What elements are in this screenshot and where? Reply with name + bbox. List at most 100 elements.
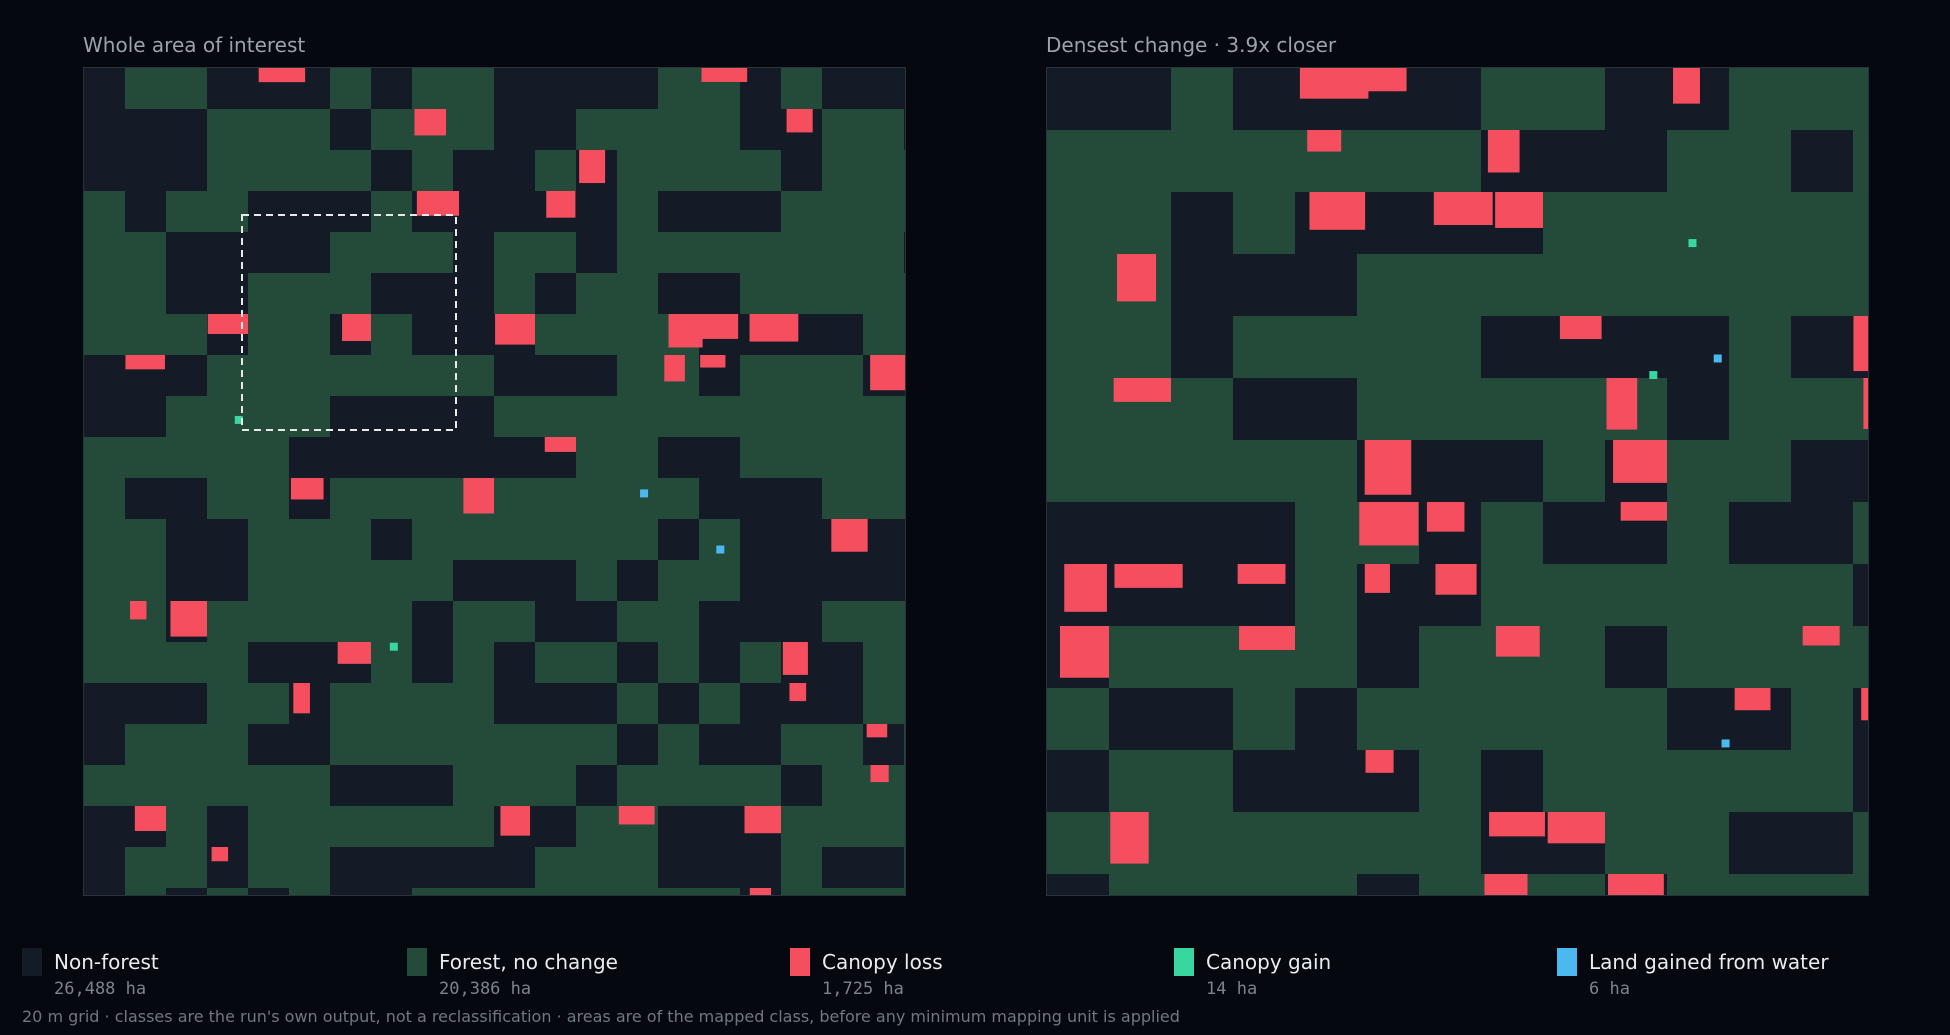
forest-patch bbox=[1419, 812, 1481, 874]
forest-patch bbox=[658, 396, 699, 437]
forest-patch bbox=[699, 683, 740, 724]
forest-patch bbox=[1853, 812, 1868, 874]
forest-patch bbox=[1543, 378, 1667, 440]
forest-patch bbox=[494, 273, 535, 314]
gain-patch bbox=[1688, 239, 1697, 248]
forest-patch bbox=[412, 888, 453, 895]
loss-patch bbox=[1309, 192, 1366, 230]
loss-patch bbox=[1606, 378, 1638, 430]
forest-patch bbox=[330, 683, 371, 724]
forest-patch bbox=[781, 806, 863, 847]
forest-patch bbox=[330, 150, 371, 191]
forest-patch bbox=[535, 314, 576, 355]
forest-patch bbox=[1729, 316, 1791, 378]
loss-patch bbox=[211, 847, 229, 862]
forest-patch bbox=[289, 560, 371, 601]
forest-patch bbox=[494, 765, 576, 806]
forest-patch bbox=[1853, 68, 1868, 130]
loss-patch bbox=[579, 150, 606, 184]
forest-patch bbox=[412, 355, 453, 396]
forest-patch bbox=[863, 314, 905, 355]
forest-patch bbox=[822, 888, 904, 895]
forest-patch bbox=[207, 437, 289, 478]
forest-patch bbox=[1109, 750, 1171, 812]
loss-patch bbox=[1863, 378, 1868, 429]
forest-patch bbox=[330, 519, 371, 560]
loss-patch bbox=[618, 806, 655, 825]
gain-patch bbox=[234, 415, 243, 424]
forest-patch bbox=[166, 314, 207, 355]
loss-patch bbox=[1362, 68, 1407, 92]
forest-patch bbox=[371, 478, 412, 519]
forest-patch bbox=[125, 273, 166, 314]
forest-patch bbox=[822, 396, 904, 437]
forest-patch bbox=[904, 806, 905, 847]
forest-patch bbox=[822, 724, 863, 765]
forest-patch bbox=[781, 888, 822, 895]
forest-patch bbox=[1233, 688, 1295, 750]
forest-patch bbox=[494, 888, 535, 895]
forest-patch bbox=[1047, 130, 1109, 192]
forest-patch bbox=[699, 396, 781, 437]
forest-patch bbox=[904, 396, 905, 437]
forest-patch bbox=[617, 232, 699, 273]
forest-patch bbox=[453, 109, 494, 150]
legend-swatch bbox=[22, 948, 42, 976]
legend-swatch bbox=[790, 948, 810, 976]
forest-patch bbox=[289, 273, 330, 314]
loss-patch bbox=[1299, 68, 1369, 99]
forest-patch bbox=[166, 724, 248, 765]
loss-patch bbox=[1861, 688, 1868, 721]
legend-swatch bbox=[1557, 948, 1577, 976]
forest-patch bbox=[1481, 502, 1543, 564]
forest-patch bbox=[453, 683, 494, 724]
forest-patch bbox=[576, 314, 617, 355]
forest-patch bbox=[289, 601, 330, 642]
forest-patch bbox=[1295, 564, 1357, 626]
forest-patch bbox=[904, 150, 905, 191]
forest-patch bbox=[1419, 130, 1481, 192]
forest-patch bbox=[125, 437, 207, 478]
panel-title: Whole area of interest bbox=[83, 33, 306, 57]
forest-patch bbox=[248, 560, 289, 601]
forest-patch bbox=[1605, 812, 1667, 874]
forest-patch bbox=[617, 519, 658, 560]
forest-patch bbox=[617, 765, 658, 806]
forest-patch bbox=[1667, 874, 1791, 895]
forest-patch bbox=[125, 314, 166, 355]
forest-patch bbox=[863, 683, 905, 724]
forest-patch bbox=[1233, 874, 1357, 895]
forest-patch bbox=[84, 519, 166, 560]
forest-patch bbox=[1543, 68, 1605, 130]
forest-patch bbox=[617, 601, 699, 642]
loss-patch bbox=[170, 601, 210, 637]
forest-patch bbox=[166, 765, 207, 806]
gain-patch bbox=[640, 489, 649, 498]
forest-patch bbox=[1543, 874, 1605, 895]
forest-patch bbox=[904, 642, 905, 683]
loss-patch bbox=[1495, 626, 1540, 657]
legend-swatch bbox=[407, 948, 427, 976]
zoom-extent bbox=[241, 214, 457, 431]
forest-patch bbox=[207, 888, 248, 895]
loss-patch bbox=[1110, 812, 1149, 864]
loss-patch bbox=[258, 68, 306, 83]
loss-patch bbox=[1433, 192, 1493, 226]
forest-patch bbox=[1047, 688, 1109, 750]
loss-patch bbox=[1435, 564, 1477, 595]
loss-patch bbox=[744, 806, 782, 834]
forest-patch bbox=[371, 683, 412, 724]
forest-patch bbox=[125, 888, 166, 895]
forest-patch bbox=[535, 232, 576, 273]
forest-patch bbox=[1791, 874, 1868, 895]
loss-patch bbox=[1116, 254, 1157, 302]
forest-patch bbox=[1419, 750, 1481, 812]
forest-patch bbox=[1729, 564, 1791, 626]
loss-patch bbox=[1064, 564, 1107, 612]
forest-patch bbox=[1853, 254, 1868, 316]
forest-patch bbox=[1729, 192, 1791, 254]
forest-patch bbox=[1047, 812, 1171, 874]
loss-patch bbox=[1547, 812, 1615, 844]
forest-patch bbox=[863, 642, 904, 683]
